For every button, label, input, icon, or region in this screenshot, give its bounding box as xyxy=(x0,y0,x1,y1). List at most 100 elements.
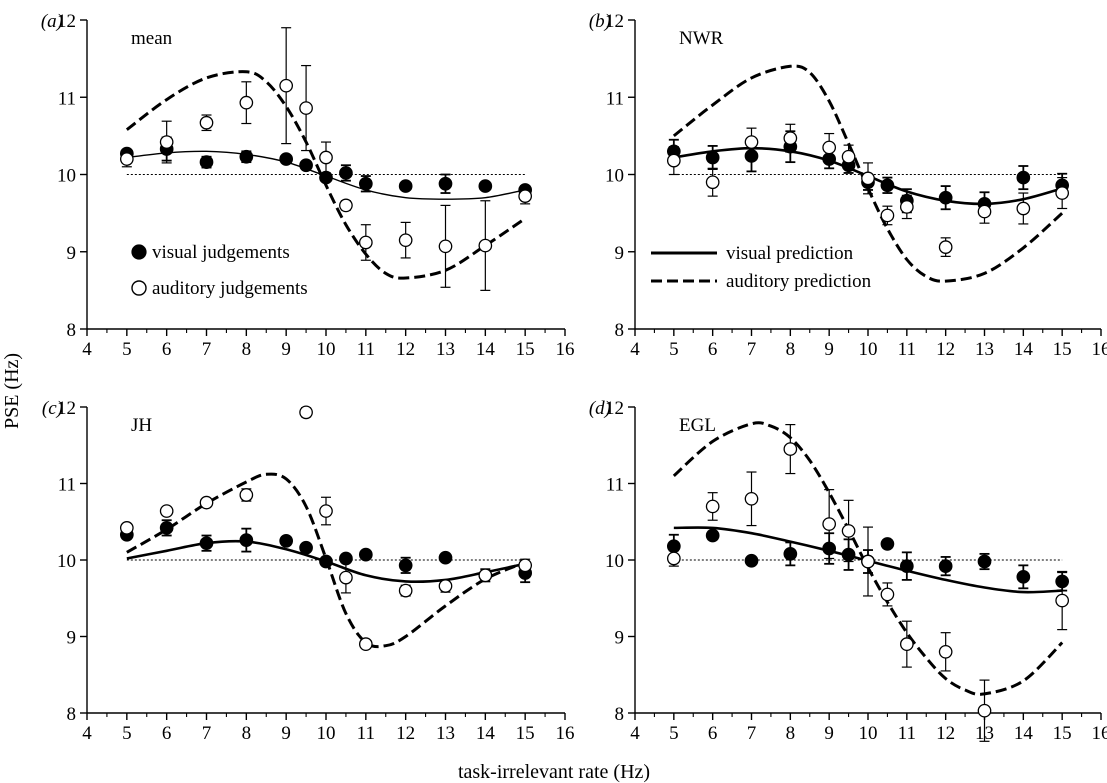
auditory-judgement-point xyxy=(861,554,875,569)
visual-judgement-point xyxy=(398,558,413,573)
x-tick-label: 15 xyxy=(516,723,535,744)
auditory-judgement-point xyxy=(358,235,373,250)
visual-judgement-point xyxy=(299,158,313,173)
x-axis-label: task-irrelevant rate (Hz) xyxy=(458,761,650,783)
auditory-judgement-point xyxy=(239,488,254,502)
y-tick-label: 11 xyxy=(58,88,76,109)
x-tick-label: 10 xyxy=(317,339,336,360)
auditory-judgement-point xyxy=(339,198,353,213)
x-tick-label: 16 xyxy=(556,339,575,360)
visual-judgement-point xyxy=(1016,170,1031,185)
visual-judgement-point xyxy=(279,534,294,548)
auditory-judgement-point xyxy=(880,587,895,602)
legend-panel-b: visual prediction auditory prediction xyxy=(651,243,872,292)
auditory-judgement-point xyxy=(478,568,493,583)
y-tick-label: 8 xyxy=(615,704,625,725)
visual-judgement-point xyxy=(199,155,214,169)
y-tick-label: 11 xyxy=(606,88,624,109)
y-tick-label: 11 xyxy=(606,475,624,496)
auditory-judgement-point xyxy=(705,499,720,514)
auditory-judgement-point xyxy=(1055,186,1070,200)
visual-judgement-point xyxy=(299,540,313,555)
auditory-judgement-point xyxy=(159,135,174,149)
auditory-judgement-point xyxy=(783,442,798,456)
x-tick-label: 5 xyxy=(669,339,679,360)
visual-judgement-point xyxy=(358,547,373,562)
auditory-judgement-point xyxy=(478,238,493,253)
auditory-judgement-point xyxy=(841,149,856,164)
x-tick-label: 7 xyxy=(747,723,757,744)
visual-judgement-point xyxy=(438,550,453,565)
x-tick-label: 7 xyxy=(747,339,757,360)
x-tick-label: 7 xyxy=(202,339,212,360)
visual-judgement-point xyxy=(880,537,895,551)
y-tick-label: 12 xyxy=(57,398,76,419)
legend-auditory-prediction-label: auditory prediction xyxy=(726,271,872,292)
x-tick-label: 13 xyxy=(975,339,994,360)
auditory-judgement-point xyxy=(977,204,992,219)
y-tick-label: 10 xyxy=(57,551,76,572)
x-tick-label: 16 xyxy=(1092,339,1107,360)
visual-judgement-point xyxy=(398,179,413,193)
x-tick-label: 8 xyxy=(242,339,252,360)
x-tick-label: 4 xyxy=(82,723,92,744)
legend-panel-a: visual judgements auditory judgements xyxy=(131,242,308,299)
y-tick-label: 11 xyxy=(58,475,76,496)
visual-judgement-point xyxy=(938,559,953,573)
x-tick-label: 6 xyxy=(708,723,718,744)
legend-visual-judgements-marker xyxy=(131,244,147,260)
x-tick-label: 10 xyxy=(317,723,336,744)
auditory-judgement-point xyxy=(159,504,174,518)
visual-judgement-point xyxy=(478,179,493,193)
auditory-judgement-point xyxy=(518,558,533,573)
x-tick-label: 16 xyxy=(556,723,575,744)
y-axis-label: PSE (Hz) xyxy=(1,353,23,429)
x-tick-label: 6 xyxy=(162,723,172,744)
x-tick-label: 12 xyxy=(396,723,415,744)
visual-judgement-point xyxy=(977,554,992,569)
visual-judgement-point xyxy=(279,152,294,166)
x-tick-label: 11 xyxy=(357,339,375,360)
auditory-judgement-point xyxy=(938,240,953,254)
y-tick-label: 9 xyxy=(67,243,77,264)
x-tick-label: 5 xyxy=(669,723,679,744)
y-tick-label: 10 xyxy=(605,551,624,572)
x-tick-label: 14 xyxy=(1014,723,1034,744)
x-tick-label: 9 xyxy=(824,339,834,360)
legend-visual-prediction-label: visual prediction xyxy=(726,243,854,264)
visual-judgement-point xyxy=(239,533,254,547)
x-tick-label: 11 xyxy=(357,723,375,744)
auditory-judgement-point xyxy=(339,570,353,585)
panel-label: (d) xyxy=(589,398,611,419)
auditory-judgement-point xyxy=(880,208,895,223)
x-tick-label: 6 xyxy=(162,339,172,360)
visual-judgement-point xyxy=(783,547,798,561)
y-tick-label: 10 xyxy=(57,166,76,187)
x-tick-label: 9 xyxy=(824,723,834,744)
visual-judgement-point xyxy=(159,521,174,535)
x-tick-label: 9 xyxy=(281,339,291,360)
x-tick-label: 12 xyxy=(396,339,415,360)
visual-judgement-point xyxy=(319,554,333,569)
x-tick-label: 8 xyxy=(786,339,796,360)
auditory-judgement-point xyxy=(783,131,798,146)
panel-title: mean xyxy=(131,28,173,49)
auditory-judgement-point xyxy=(358,637,373,652)
auditory-judgement-point xyxy=(822,140,837,155)
x-tick-label: 16 xyxy=(1092,723,1107,744)
x-tick-label: 5 xyxy=(122,339,132,360)
legend-visual-judgements-label: visual judgements xyxy=(152,242,290,263)
y-tick-label: 12 xyxy=(605,398,624,419)
visual-judgement-point xyxy=(239,149,254,164)
x-tick-label: 4 xyxy=(630,723,640,744)
auditory-judgement-point xyxy=(119,152,134,166)
y-tick-label: 12 xyxy=(57,11,76,32)
y-tick-label: 9 xyxy=(615,628,625,649)
y-tick-label: 12 xyxy=(605,11,624,32)
auditory-judgement-point xyxy=(1016,201,1031,216)
